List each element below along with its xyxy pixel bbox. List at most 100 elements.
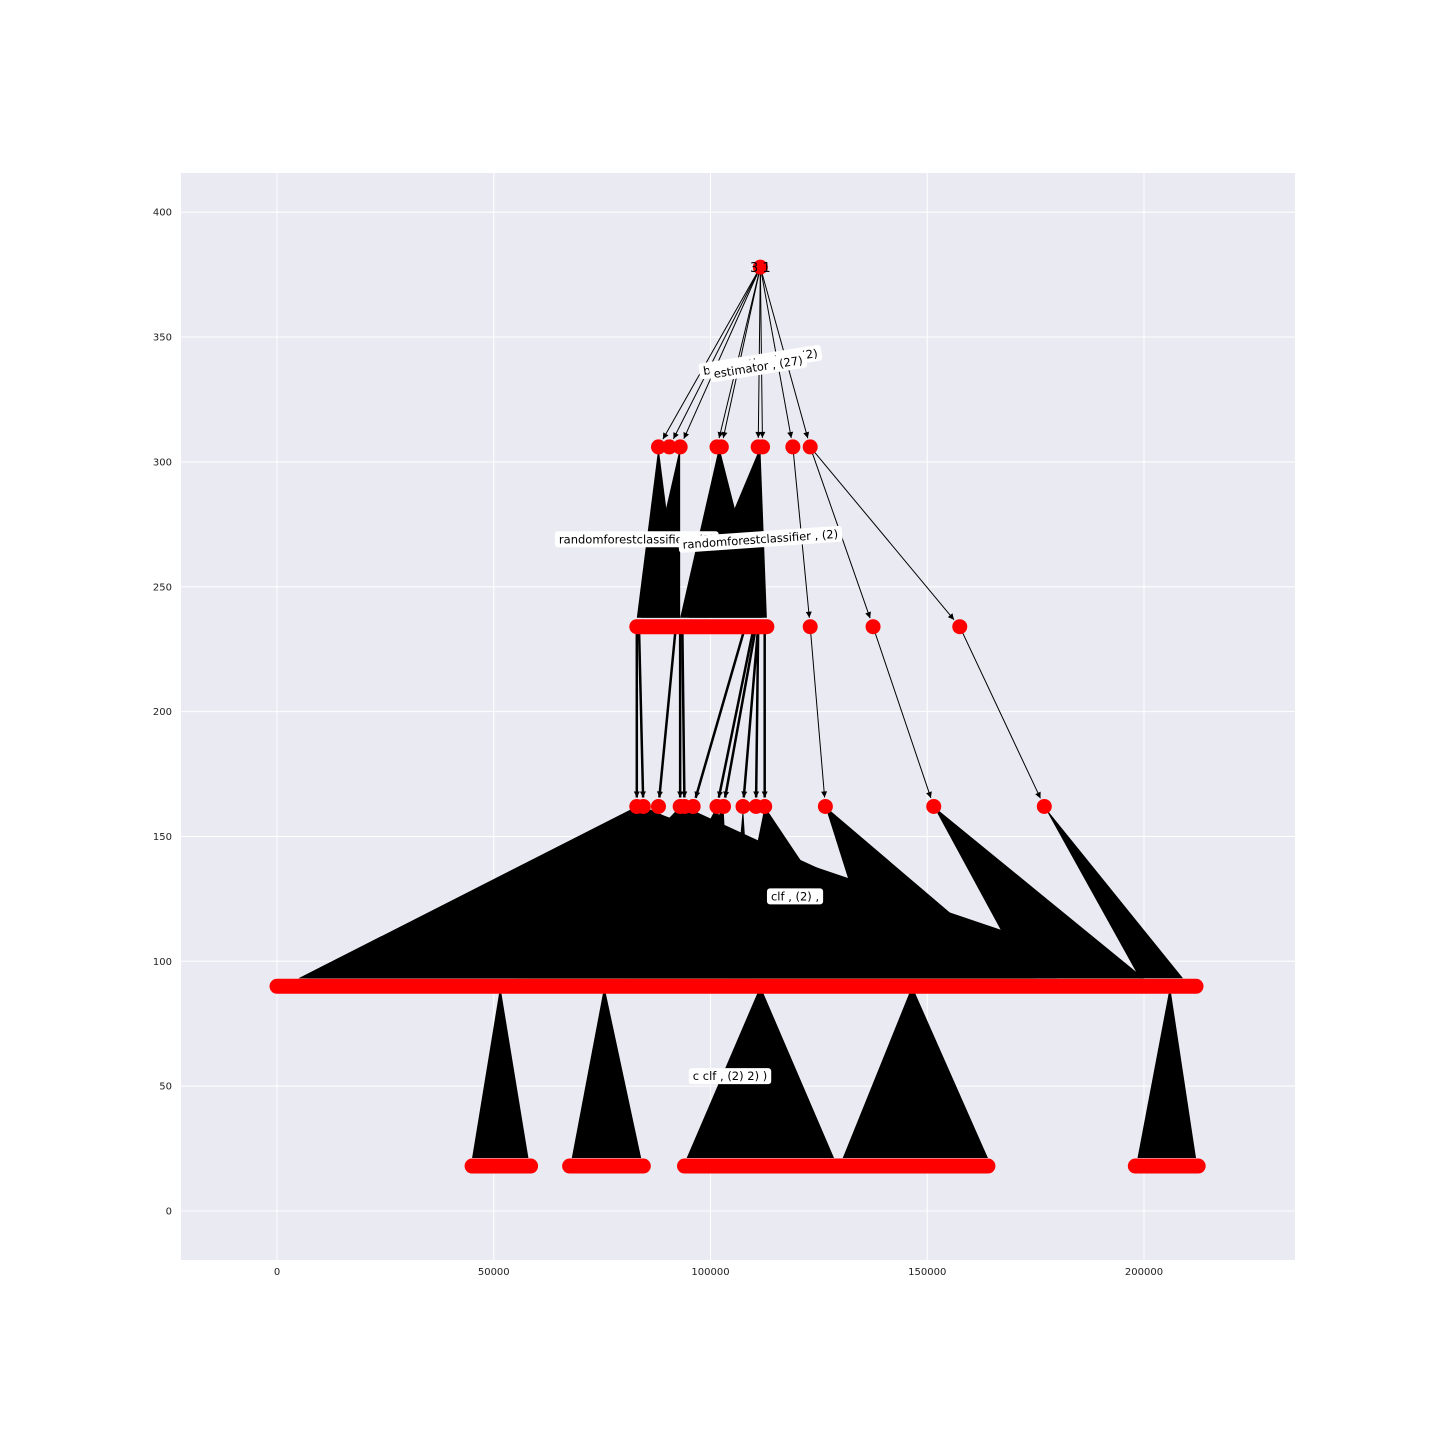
edge-arrowhead	[865, 611, 871, 619]
edge-arrowhead	[803, 431, 810, 439]
edge-arrowhead	[821, 791, 828, 798]
edge-arrowhead	[662, 432, 669, 440]
edge-fan	[641, 446, 681, 618]
edge	[658, 626, 678, 798]
edge-label-text: randomforestclassifier , (2)	[559, 532, 715, 546]
edge-arrowhead	[1035, 791, 1041, 799]
graph-node	[672, 439, 688, 455]
edge	[959, 626, 1041, 799]
y-tick-label: 400	[153, 208, 172, 219]
edge-fan	[688, 446, 767, 618]
graph-node	[952, 619, 968, 635]
edge	[717, 626, 756, 798]
edge-arrowhead	[683, 431, 690, 439]
edge-label-text: c clf , (2) 2) )	[693, 1069, 767, 1083]
edge	[694, 626, 747, 799]
graph-node	[635, 798, 651, 814]
graph-node	[926, 798, 942, 814]
edge	[683, 266, 761, 439]
edge	[681, 626, 686, 798]
edge-arrowhead	[694, 791, 701, 798]
graph-node	[757, 798, 773, 814]
x-tick-label: 50000	[478, 1267, 510, 1278]
edge-arrowhead	[721, 431, 728, 439]
edge-arrowhead	[761, 791, 768, 798]
y-tick-label: 150	[153, 832, 172, 843]
edge	[662, 266, 761, 440]
graph-node	[755, 439, 771, 455]
graph-node	[865, 619, 881, 635]
edge-label: c clf , (2) 2) )	[688, 1068, 772, 1085]
y-tick-label: 50	[159, 1082, 172, 1093]
edge-arrowhead	[787, 431, 794, 439]
graph-node	[713, 439, 729, 455]
edge-fan	[1044, 806, 1184, 979]
edge	[722, 267, 761, 439]
edge-label-box	[709, 351, 808, 383]
x-tick-label: 200000	[1125, 1267, 1163, 1278]
graph-node	[752, 259, 768, 275]
edge-label-box	[688, 1068, 772, 1085]
edge-label-box	[678, 525, 843, 553]
y-tick-label: 100	[153, 957, 172, 968]
edge	[637, 626, 645, 798]
edge-label-box	[766, 888, 824, 905]
edge-label-text: clf , (2) ,	[771, 889, 819, 903]
edge-fan	[842, 986, 988, 1159]
edge-fan	[1137, 986, 1197, 1159]
y-tick-label: 300	[153, 457, 172, 468]
graph-node	[716, 798, 732, 814]
nodes: 3 1	[269, 259, 1206, 1174]
graph-node	[802, 439, 818, 455]
graph-node	[650, 798, 666, 814]
edge-arrowhead	[639, 791, 646, 798]
edge	[757, 267, 761, 438]
edge-arrowhead	[681, 791, 688, 798]
graph-node	[785, 439, 801, 455]
edge-label-box	[554, 531, 719, 548]
edge	[718, 267, 761, 439]
edge	[672, 266, 761, 440]
graph-node	[1036, 798, 1052, 814]
graph-node	[802, 619, 818, 635]
graph-node	[817, 798, 833, 814]
edge-fan	[632, 806, 733, 979]
edge	[754, 626, 760, 798]
tick-labels: 0 50000 100000 150000 200000 0 50 100 150 200 250 3…	[153, 208, 1163, 1278]
edge-arrowhead	[723, 791, 730, 798]
x-tick-label: 0	[274, 1267, 280, 1278]
edge-arrowhead	[717, 791, 723, 798]
edge	[872, 626, 932, 799]
root-node-label: 3 1	[750, 261, 771, 276]
y-tick-label: 250	[153, 582, 172, 593]
edge-fan	[933, 806, 1144, 979]
edge-arrowhead	[717, 431, 724, 439]
edge	[759, 267, 763, 438]
edge-label: randomforestclassifier , (2)	[554, 531, 719, 548]
y-tick-label: 350	[153, 333, 172, 344]
edge-arrowhead	[759, 431, 766, 438]
graph-node	[685, 798, 701, 814]
graph-node	[661, 439, 677, 455]
edge-arrowhead	[947, 613, 955, 620]
edge-arrowhead	[633, 791, 640, 798]
edge-arrowhead	[753, 791, 760, 798]
y-tick-label: 200	[153, 707, 172, 718]
x-tick-label: 150000	[908, 1267, 946, 1278]
edge-arrowhead	[741, 791, 748, 798]
edge-arrowhead	[673, 432, 679, 439]
edge-arrowhead	[656, 791, 663, 798]
edge-label: clf , (2) ,	[766, 888, 824, 905]
edge-arrowhead	[926, 791, 932, 798]
edge-fan	[472, 986, 529, 1159]
y-tick-label: 0	[166, 1207, 172, 1218]
edge	[723, 626, 758, 798]
edge-arrowhead	[805, 611, 812, 618]
edge-fan	[571, 986, 642, 1159]
edge-arrowhead	[755, 431, 762, 438]
edge-arrowhead	[677, 791, 684, 798]
x-tick-label: 100000	[691, 1267, 729, 1278]
edge	[809, 626, 826, 798]
graph-node	[735, 798, 751, 814]
